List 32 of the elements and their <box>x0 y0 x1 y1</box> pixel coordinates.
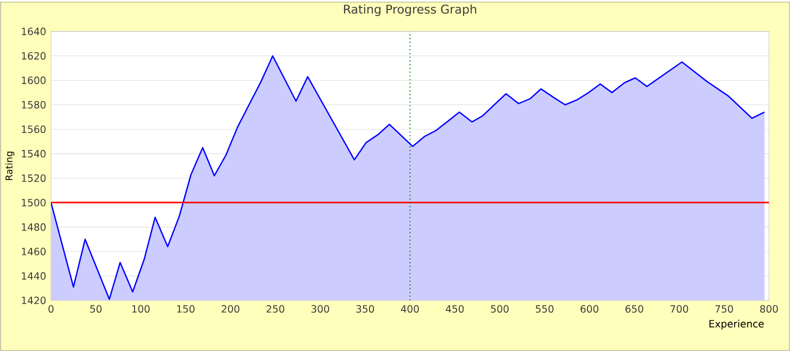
x-tick-label: 400 <box>400 304 419 312</box>
y-tick-label: 1500 <box>22 198 46 206</box>
y-tick-label: 1540 <box>22 150 46 158</box>
x-tick-label: 500 <box>490 304 509 312</box>
x-tick-label: 350 <box>356 304 374 312</box>
y-tick-label: 1480 <box>22 223 46 231</box>
x-tick-label: 100 <box>132 304 150 312</box>
y-tick-label: 1640 <box>22 27 46 36</box>
x-tick-label: 0 <box>48 304 54 312</box>
x-tick-label: 300 <box>311 304 330 312</box>
y-tick-label: 1580 <box>22 100 46 108</box>
x-axis-title: Experience <box>709 320 764 330</box>
y-tick-label: 1420 <box>22 296 46 304</box>
x-tick-label: 800 <box>760 304 778 312</box>
chart-title: Rating Progress Graph <box>344 4 476 16</box>
x-tick-label: 150 <box>177 304 194 312</box>
y-tick-label: 1440 <box>22 272 46 280</box>
x-tick-label: 750 <box>715 304 733 312</box>
x-tick-label: 550 <box>536 304 554 312</box>
y-tick-label: 1520 <box>22 174 46 182</box>
x-tick-label: 600 <box>580 304 598 312</box>
x-tick-label: 50 <box>90 304 102 312</box>
x-tick-label: 700 <box>670 304 688 312</box>
y-axis-title: Rating <box>5 152 14 180</box>
y-tick-label: 1460 <box>22 248 46 256</box>
y-tick-label: 1600 <box>22 76 46 84</box>
y-tick-label: 1620 <box>22 52 46 60</box>
x-tick-label: 450 <box>446 304 464 312</box>
x-tick-label: 250 <box>266 304 284 312</box>
y-tick-label: 1560 <box>22 125 46 133</box>
x-tick-label: 650 <box>626 304 644 312</box>
x-tick-label: 200 <box>222 304 240 312</box>
